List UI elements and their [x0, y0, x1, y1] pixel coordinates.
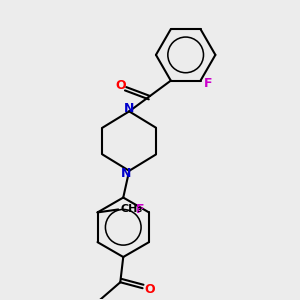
- Text: CH₃: CH₃: [121, 204, 143, 214]
- Text: N: N: [124, 103, 134, 116]
- Text: F: F: [136, 203, 144, 216]
- Text: N: N: [121, 167, 131, 180]
- Text: O: O: [115, 79, 126, 92]
- Text: O: O: [145, 283, 155, 296]
- Text: F: F: [204, 77, 212, 90]
